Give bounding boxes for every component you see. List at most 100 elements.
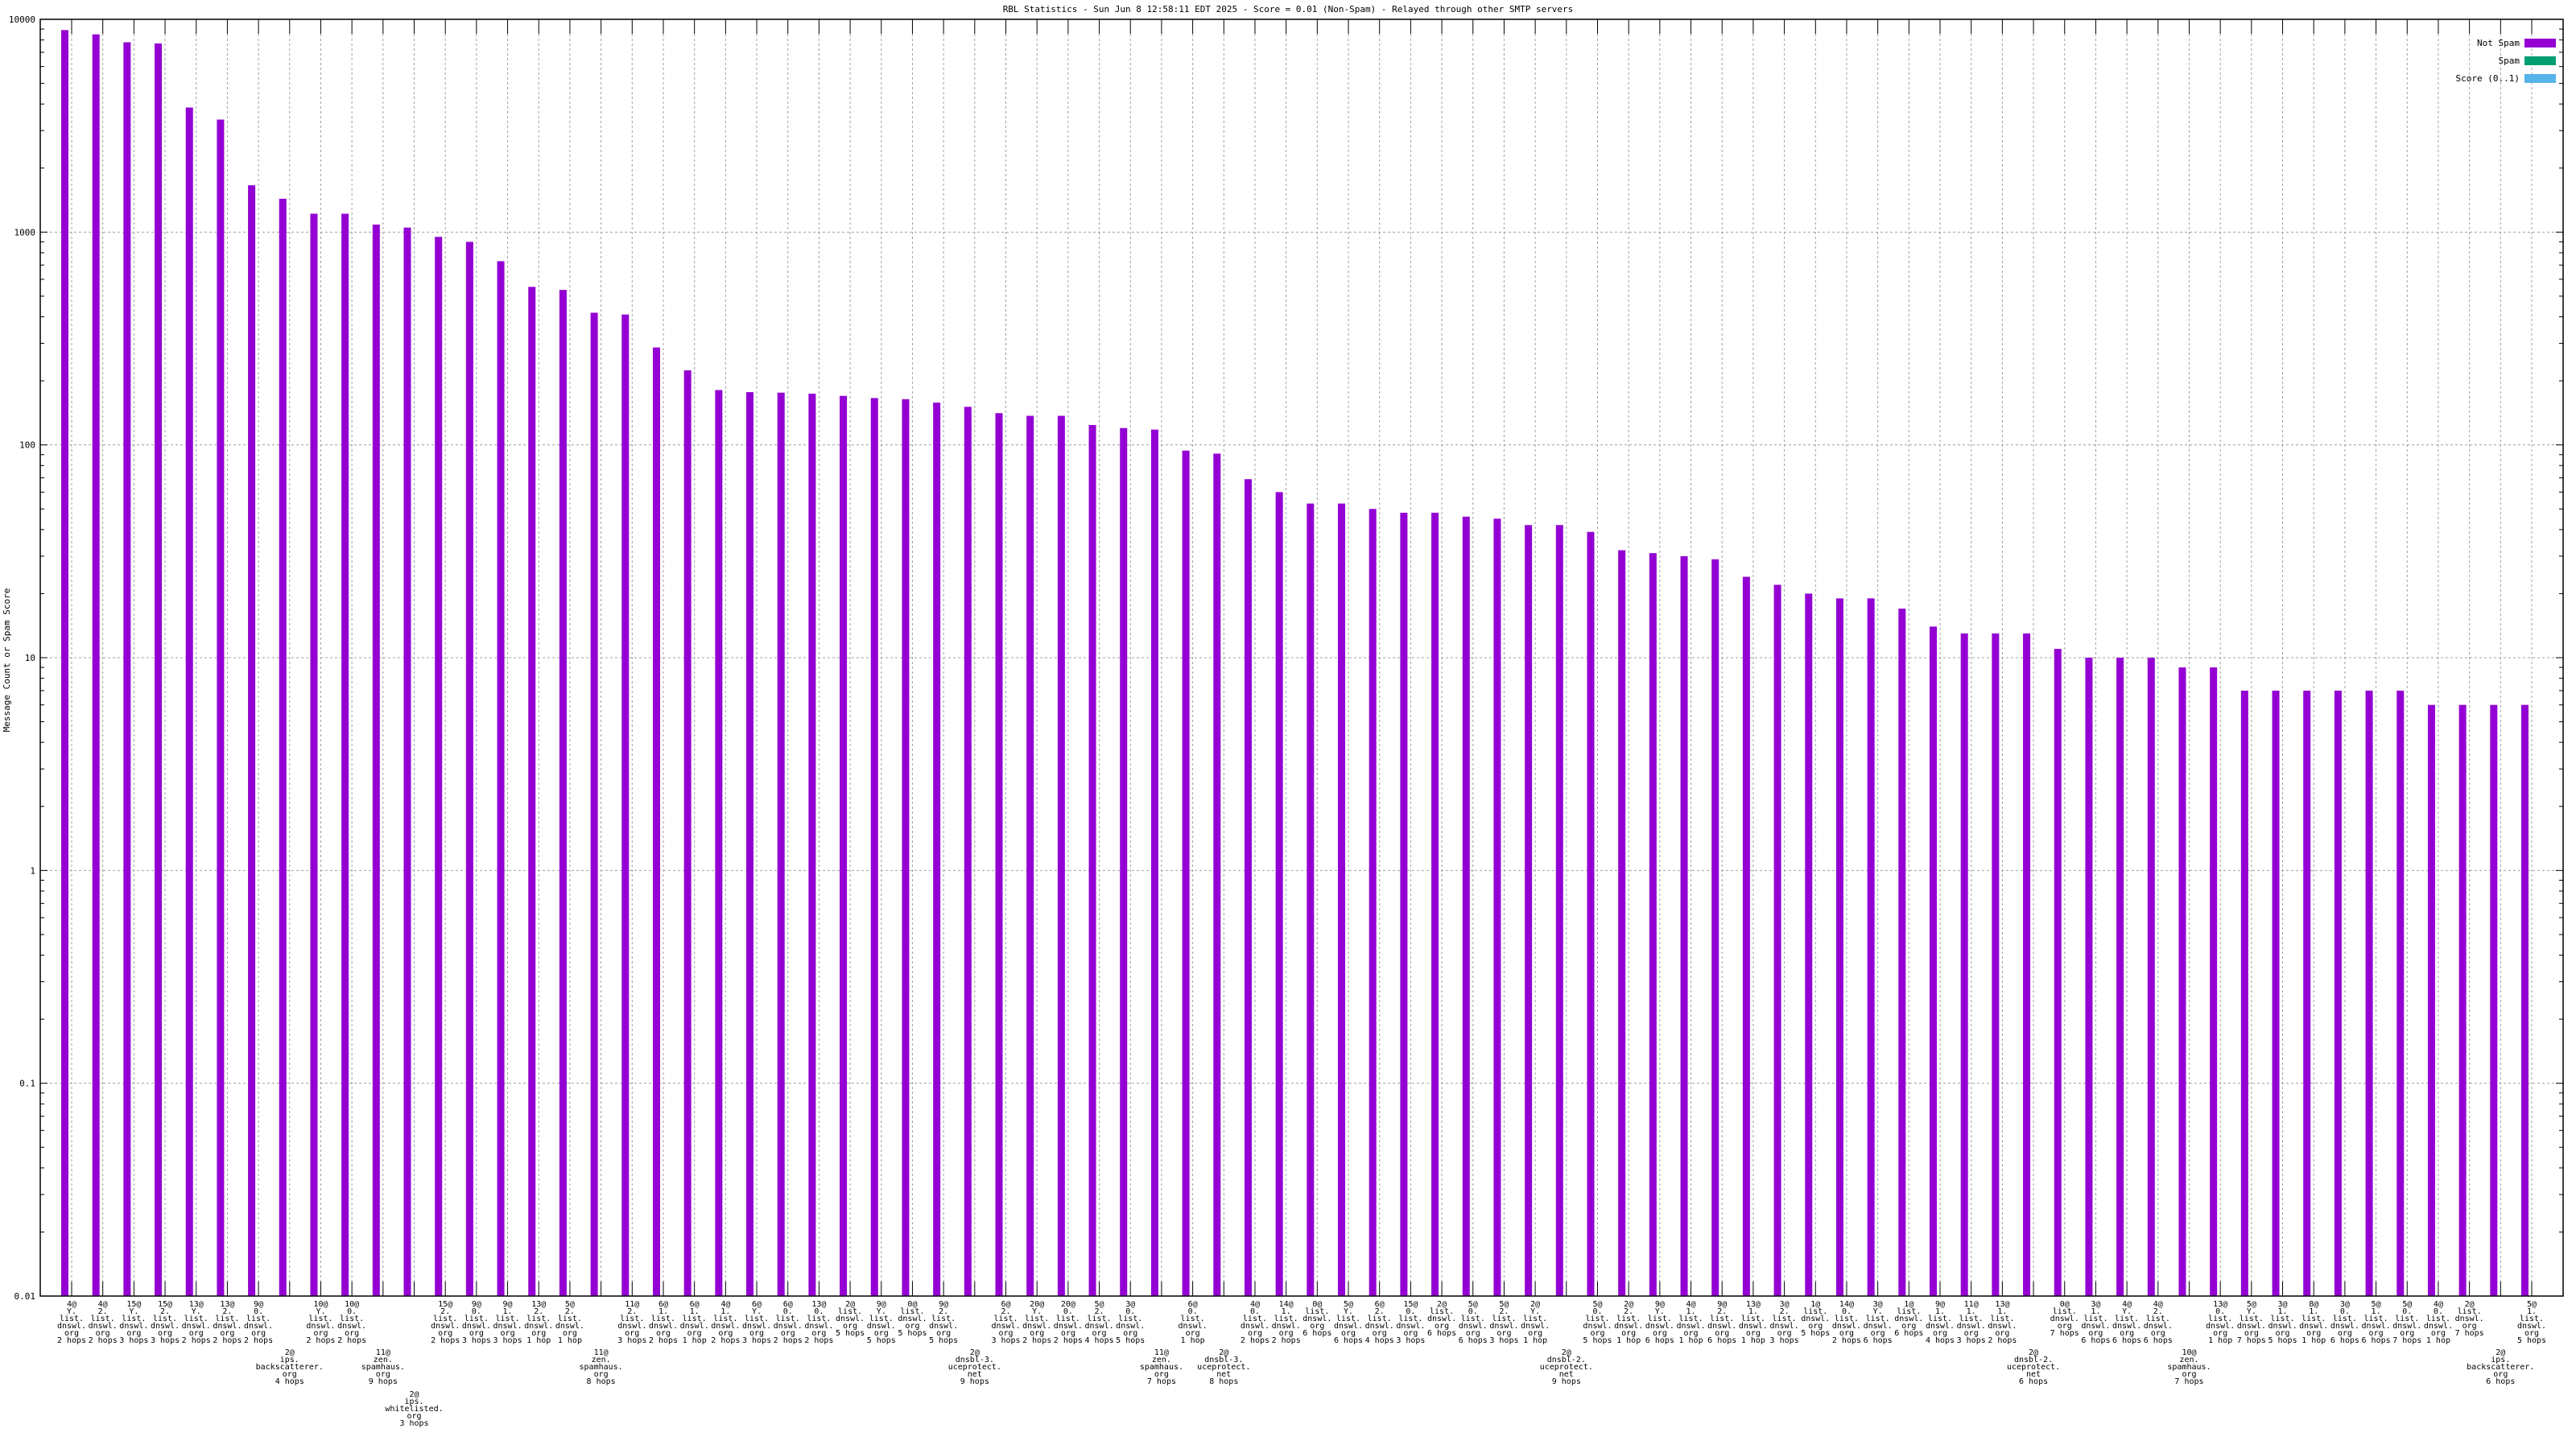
bar-not-spam	[777, 392, 785, 1296]
x-tick-label: 2@ dnsbl-3. uceprotect. net 8 hops	[1197, 1348, 1250, 1386]
bar-not-spam	[61, 30, 68, 1296]
plot-border	[39, 19, 2564, 1297]
bar-not-spam	[310, 213, 318, 1296]
x-tick-label-line: dnswl.	[1241, 1322, 1269, 1331]
x-tick-label: 3@ Y. list. dnswl. org 6 hops	[1864, 1300, 1893, 1345]
x-tick-label-line: org	[251, 1329, 266, 1338]
x-tick-label-line: org	[407, 1412, 421, 1421]
x-tick-label-line: 9@	[939, 1300, 948, 1309]
x-tick-label-line: zen.	[592, 1356, 611, 1364]
x-tick-label-line: 2 hops	[1988, 1336, 2017, 1345]
x-tick-label-line: org	[2369, 1329, 2384, 1338]
x-tick-label-line: 1.	[2372, 1307, 2381, 1316]
x-tick-label: 5@ 1. list. dnswl. org 6 hops	[2362, 1300, 2391, 1345]
x-tick-label-line: 2.	[1375, 1307, 1385, 1316]
x-tick-label-line: dnsbl-3.	[956, 1356, 994, 1364]
x-tick-label-line: org	[126, 1329, 141, 1338]
x-tick-label-line: 1.	[2527, 1307, 2537, 1316]
x-tick-label-line: org	[1186, 1329, 1200, 1338]
x-tick-label-line: dnswl.	[2050, 1315, 2079, 1323]
x-tick-label-line: dnswl.	[2112, 1322, 2141, 1331]
x-tick-label-line: org	[1621, 1329, 1636, 1338]
bar-not-spam	[2396, 690, 2405, 1296]
x-tick-label-line: 0.	[1188, 1307, 1198, 1316]
x-tick-label-line: 2.	[440, 1307, 450, 1316]
x-tick-label-line: org	[811, 1329, 826, 1338]
x-tick-label-line: list.	[1492, 1315, 1516, 1323]
bar-not-spam	[933, 402, 941, 1296]
x-tick-label-line: list.	[931, 1315, 956, 1323]
x-tick-label-line: dnswl.	[1614, 1322, 1643, 1331]
x-tick-label-line: 5 hops	[1801, 1329, 1830, 1338]
x-tick-label-line: dnswl.	[2299, 1322, 2328, 1331]
x-tick-label-line: org	[1373, 1329, 1387, 1338]
x-tick-label-line: org	[1901, 1322, 1916, 1331]
x-tick-label: 3@ 1. list. dnswl. org 6 hops	[2081, 1300, 2110, 1345]
x-tick-label-line: 0.	[2340, 1307, 2350, 1316]
x-tick-label: 4@ Y. list. dnswl. org 2 hops	[57, 1300, 86, 1345]
x-tick-label-line: dnswl.	[1459, 1322, 1488, 1331]
x-tick-label-line: list.	[464, 1315, 489, 1323]
bar-not-spam	[2427, 704, 2435, 1296]
bar-not-spam	[840, 395, 848, 1296]
x-tick-label-line: list.	[1678, 1315, 1703, 1323]
x-tick-label-line: 1.	[720, 1307, 730, 1316]
x-tick-label: 2@ list. dnswl. org 5 hops	[836, 1300, 865, 1338]
x-tick-label-line: 1 hop	[1181, 1336, 1205, 1345]
x-tick-label-line: 0@	[907, 1300, 917, 1309]
bar-not-spam	[1773, 584, 1781, 1296]
x-tick-label: 6@ 0. list. dnswl. org 1 hop	[1179, 1300, 1208, 1345]
legend: Not Spam Spam Score (0..1)	[2456, 38, 2556, 84]
x-tick-label-line: 2@	[2496, 1348, 2505, 1357]
x-tick-label: 15@ Y. list. dnswl. org 3 hops	[119, 1300, 148, 1345]
y-tick-label: 0.01	[14, 1291, 36, 1302]
x-tick-label-line: 4 hops	[1365, 1336, 1394, 1345]
x-tick-label-line: 7 hops	[2050, 1329, 2079, 1338]
x-tick-label-line: 6 hops	[1864, 1336, 1893, 1345]
x-tick-label-line: 3 hops	[493, 1336, 522, 1345]
x-tick-label-line: 1.	[658, 1307, 668, 1316]
x-tick-label-line: 9 hops	[960, 1377, 989, 1386]
x-tick-label-line: 3@	[1125, 1300, 1135, 1309]
x-tick-label-line: list.	[2333, 1315, 2357, 1323]
x-tick-label-line: 2@	[2465, 1300, 2475, 1309]
x-tick-label-line: 9 hops	[369, 1377, 398, 1386]
x-tick-label-line: dnswl.	[2268, 1322, 2297, 1331]
x-tick-label-line: dnswl.	[680, 1322, 709, 1331]
x-tick-label-line: list.	[2208, 1315, 2232, 1323]
bar-not-spam	[559, 290, 567, 1297]
bar-not-spam	[621, 314, 630, 1296]
x-tick-label-line: 0.	[1125, 1307, 1135, 1316]
x-tick-label: 9@ Y. list. dnswl. org 5 hops	[867, 1300, 896, 1345]
x-tick-label-line: 11@	[1154, 1348, 1169, 1357]
x-tick-label-line: 1.	[690, 1307, 700, 1316]
x-tick-label-line: 5 hops	[1583, 1336, 1612, 1345]
x-tick-label-line: 3 hops	[1770, 1336, 1799, 1345]
x-tick-label-line: list.	[60, 1315, 84, 1323]
x-tick-label-line: 11@	[594, 1348, 609, 1357]
x-tick-label-line: dnswl.	[1988, 1322, 2017, 1331]
x-tick-label-line: org	[1653, 1329, 1667, 1338]
x-tick-label: 2@ list. dnswl. org 6 hops	[1427, 1300, 1456, 1338]
bar-not-spam	[1835, 598, 1843, 1296]
x-tick-label-line: 15@	[126, 1300, 141, 1309]
x-tick-label-line: dnswl.	[1521, 1322, 1550, 1331]
legend-label: Spam	[2499, 56, 2520, 66]
x-tick-label-line: org	[469, 1329, 484, 1338]
x-tick-label-line: ips.	[280, 1356, 299, 1364]
x-tick-label-line: 2 hops	[337, 1336, 366, 1345]
x-tick-label-line: uceprotect.	[1540, 1363, 1593, 1372]
x-tick-label-line: 6 hops	[2019, 1377, 2048, 1386]
x-tick-label: 5@ 0. list. dnswl. org 6 hops	[1459, 1300, 1488, 1345]
x-tick-label-line: 2@	[1437, 1300, 1447, 1309]
x-tick-label-line: org	[1466, 1329, 1480, 1338]
x-tick-label-line: dnswl.	[1365, 1322, 1394, 1331]
x-tick-label-line: 3@	[2091, 1300, 2100, 1309]
x-tick-label: 5@ 2. list. dnswl. org 1 hop	[555, 1300, 584, 1345]
x-tick-label-line: 2@	[970, 1348, 980, 1357]
x-tick-label-line: Y.	[316, 1307, 325, 1316]
x-tick-label-line: list.	[2395, 1315, 2419, 1323]
x-tick-label-line: org	[1403, 1329, 1418, 1338]
x-tick-label-line: list.	[1803, 1307, 1827, 1316]
x-tick-label-line: 6 hops	[1302, 1329, 1331, 1338]
